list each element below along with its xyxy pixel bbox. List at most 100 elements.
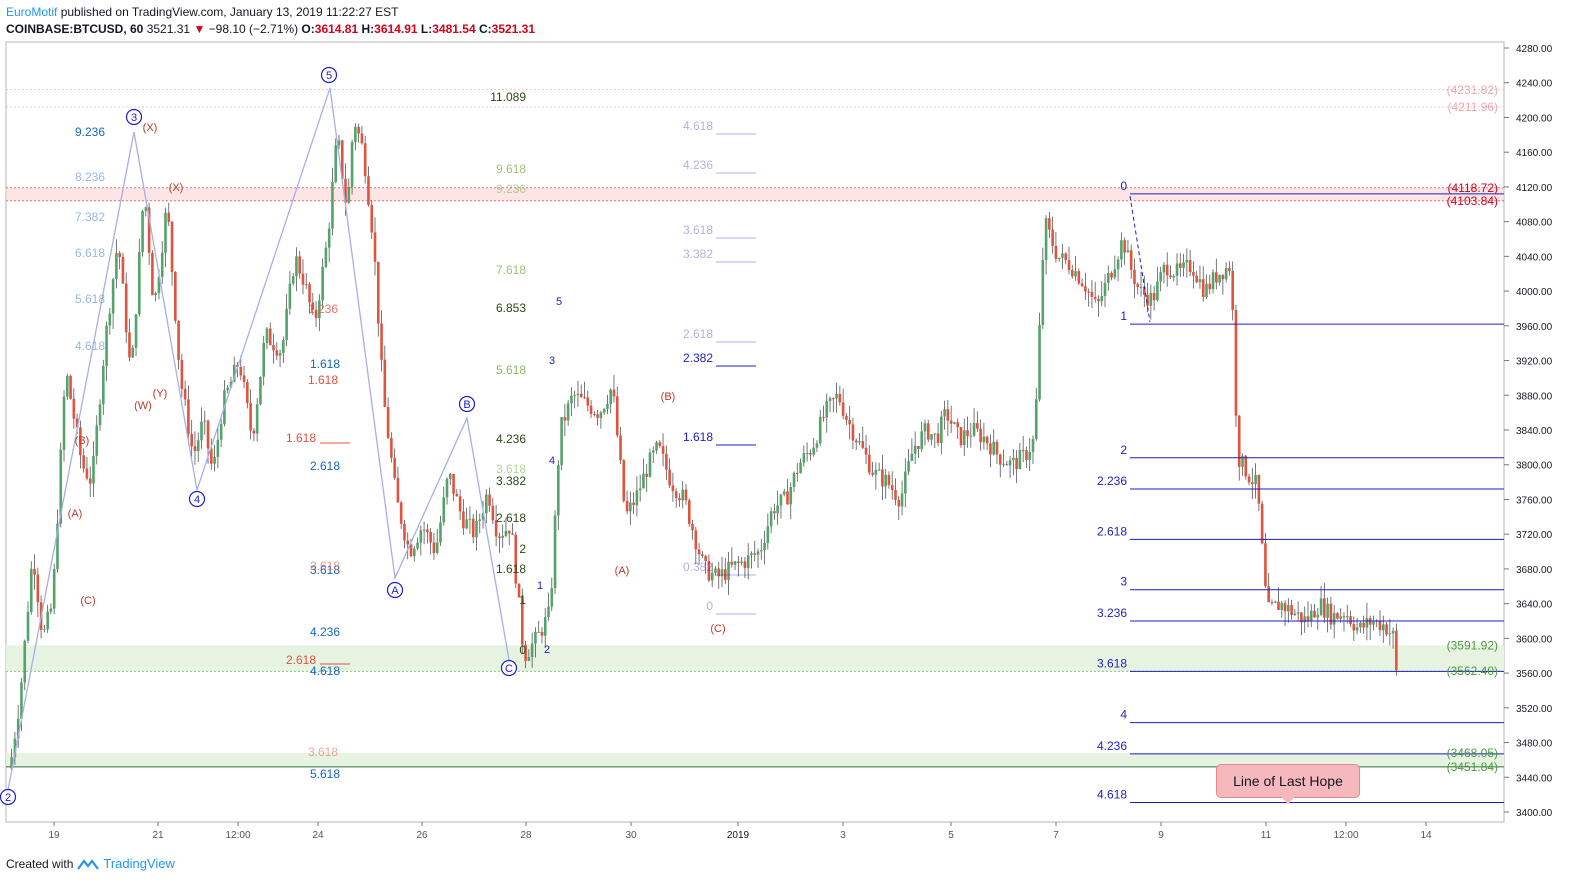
fib-mid-blue: 1.618 [683,430,713,444]
candle-body [1142,286,1146,295]
candle-body [10,757,13,769]
callout-text: Line of Last Hope [1233,773,1343,789]
candle-body [1316,614,1320,618]
wave-label: 4 [194,494,200,506]
candle-body [485,494,488,514]
candle-body [1267,586,1270,603]
candle-body [586,397,590,406]
candle-body [488,494,491,506]
candle-body [350,142,354,187]
candle-body [1280,603,1284,611]
candle-body [1221,274,1225,280]
candle-body [1093,296,1097,299]
x-tick-label: 28 [520,830,532,841]
candle-body [121,256,125,284]
candle-body [969,435,973,437]
candle-body [216,439,220,458]
candle-body [20,682,23,719]
candle-body [154,293,157,296]
candle-body [308,284,311,303]
candle-body [1002,464,1005,466]
fib-mid-green: 3.618 [496,462,526,476]
candle-body [314,309,318,319]
candle-body [213,457,216,464]
candle-body [678,498,681,501]
candle-body [501,535,504,538]
x-tick-label: 21 [152,830,164,841]
candle-body [1182,262,1185,268]
candle-body [930,434,933,440]
candle-body [566,403,570,421]
fib-mid-blue: 2.618 [683,327,713,341]
candle-body [1070,270,1074,277]
candle-body [1283,603,1287,612]
candle-body [557,465,560,516]
candle-body [357,126,360,134]
candle-body [560,417,563,466]
x-tick-label: 7 [1053,830,1059,841]
candle-body [1123,240,1126,253]
candle-body [573,395,576,397]
candle-body [1028,451,1032,460]
candle-body [530,643,534,657]
y-tick-label: 3920.00 [1516,357,1553,368]
y-tick-label: 4160.00 [1516,148,1553,159]
y-tick-label: 3720.00 [1516,530,1553,541]
candle-body [687,500,691,525]
y-tick-label: 3640.00 [1516,600,1553,611]
y-tick-label: 3840.00 [1516,426,1553,437]
candle-body [301,273,305,285]
candle-body [949,420,953,424]
candle-body [318,300,321,319]
candle-body [1120,240,1123,260]
candle-body [354,126,357,143]
candle-body [825,401,829,418]
candle-body [674,491,678,499]
candle-body [144,207,148,211]
candle-body [95,425,99,456]
candle-body [1012,457,1015,461]
author-name[interactable]: EuroMotif [6,5,58,19]
candle-body [982,436,986,443]
price-box-red: (4118.72) [1448,181,1498,195]
candle-body [1277,601,1280,611]
fib-mid-blue: 0.382 [683,560,713,574]
candle-body [1323,598,1326,618]
wave-label: B [463,399,470,411]
candle-body [504,530,508,536]
fib-left-blue: 5.618 [75,292,105,306]
candle-body [619,435,622,461]
y-tick-label: 3760.00 [1516,495,1553,506]
candle-body [534,631,537,644]
wave-marker-3 [125,108,143,126]
candle-body [1113,269,1117,278]
fib-left-blue: 2.618 [310,459,340,473]
candle-body [681,489,685,501]
candle-body [897,499,901,507]
low-label: L: [420,22,433,36]
candle-body [249,403,252,431]
candle-body [743,561,747,568]
candle-body [187,399,190,434]
candle-body [1034,399,1038,440]
candle-body [563,417,567,421]
low-value: 3481.54 [432,22,476,36]
tradingview-brand[interactable]: TradingView [103,856,175,871]
candle-body [733,561,737,565]
fib-level-label: 2 [1120,443,1127,457]
candle-body [1395,630,1398,670]
fib-mid-green: 11.089 [490,90,526,104]
fib-mid-blue: 2.382 [683,351,713,365]
candle-body [645,473,649,477]
candle-body [1169,275,1172,278]
x-tick-label: 5 [948,830,954,841]
candle-body [1175,263,1179,276]
candle-body [946,409,950,421]
candle-body [514,534,518,584]
candle-body [272,344,275,351]
candle-body [769,511,773,527]
last-hope-callout[interactable]: Line of Last Hope [1216,764,1360,804]
candle-body [128,332,131,358]
candle-body [1365,618,1369,628]
